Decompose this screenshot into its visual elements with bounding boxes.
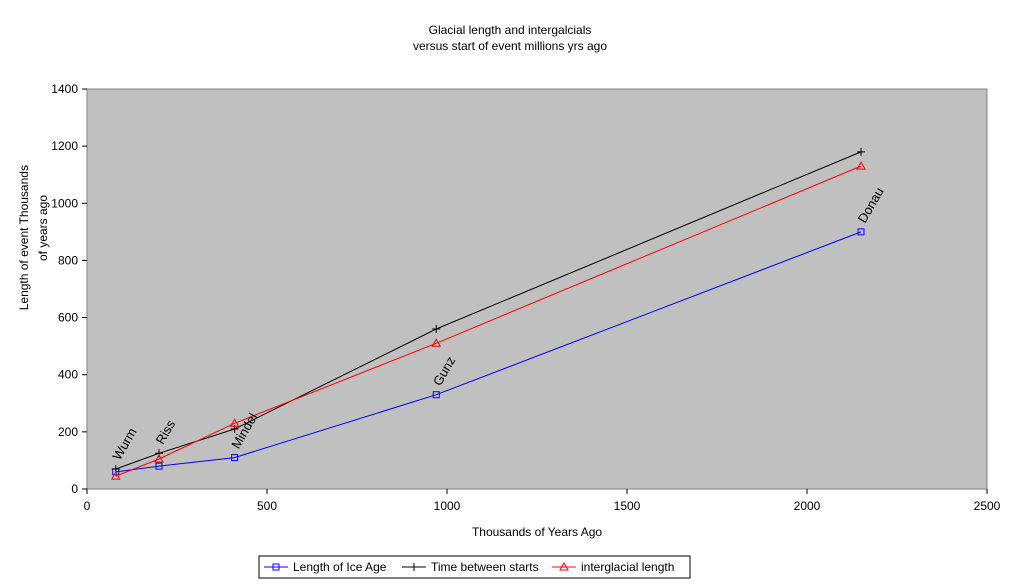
data-point bbox=[431, 338, 442, 347]
legend: Length of Ice Age Time between starts inte… bbox=[258, 555, 691, 579]
y-axis-title-line1: Length of event Thousands bbox=[17, 165, 31, 310]
chart-title: Glacial length and intergalcials bbox=[429, 23, 592, 37]
x-tick-label: 2500 bbox=[974, 499, 1001, 513]
y-tick-label: 600 bbox=[58, 311, 78, 325]
y-tick-label: 800 bbox=[58, 253, 78, 267]
data-point bbox=[231, 454, 239, 462]
x-tick-label: 1500 bbox=[614, 499, 641, 513]
y-tick-label: 1200 bbox=[51, 139, 78, 153]
data-point bbox=[272, 563, 280, 571]
data-point bbox=[559, 561, 569, 571]
data-point bbox=[110, 471, 121, 480]
x-tick-label: 0 bbox=[84, 499, 91, 513]
data-point bbox=[155, 462, 163, 470]
data-point bbox=[857, 228, 865, 236]
x-tick-label: 2000 bbox=[794, 499, 821, 513]
legend-box bbox=[258, 555, 691, 579]
y-axis-title: Length of event Thousands of years ago bbox=[17, 162, 50, 311]
y-tick-label: 200 bbox=[58, 425, 78, 439]
data-point bbox=[410, 563, 418, 571]
y-tick-label: 400 bbox=[58, 368, 78, 382]
legend-label: Time between starts bbox=[431, 560, 539, 574]
x-axis-title: Thousands of Years Ago bbox=[472, 525, 602, 539]
data-point bbox=[856, 161, 866, 170]
chart-subtitle: versus start of event millions yrs ago bbox=[413, 39, 607, 53]
data-point bbox=[229, 418, 240, 427]
series-line bbox=[115, 231, 862, 473]
y-axis-title-line2: of years ago bbox=[36, 195, 50, 261]
x-tick-label: 500 bbox=[257, 499, 277, 513]
x-tick-label: 1000 bbox=[434, 499, 461, 513]
legend-label: interglacial length bbox=[581, 560, 674, 574]
data-point bbox=[857, 147, 865, 156]
data-point bbox=[154, 453, 164, 463]
data-point bbox=[432, 391, 440, 399]
series-line bbox=[115, 165, 862, 477]
legend-label: Length of Ice Age bbox=[293, 560, 387, 574]
y-tick-label: 1400 bbox=[51, 82, 78, 96]
y-tick-label: 1000 bbox=[51, 196, 78, 210]
y-tick-label: 0 bbox=[71, 482, 78, 496]
data-point bbox=[432, 325, 441, 333]
